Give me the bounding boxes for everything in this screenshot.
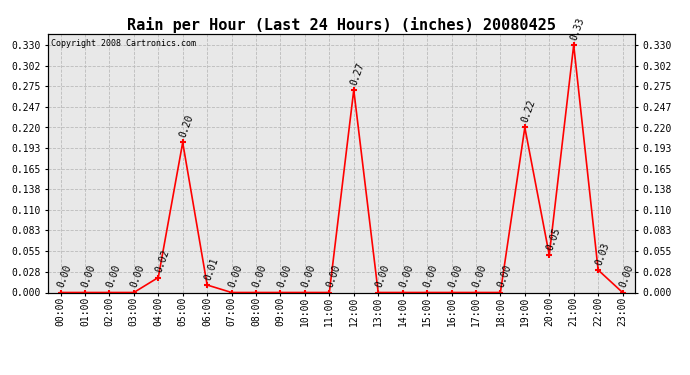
Text: 0.01: 0.01 <box>202 256 220 282</box>
Text: 0.00: 0.00 <box>251 264 268 289</box>
Text: 0.03: 0.03 <box>593 241 611 267</box>
Text: 0.00: 0.00 <box>80 264 98 289</box>
Text: 0.00: 0.00 <box>56 264 73 289</box>
Text: 0.00: 0.00 <box>129 264 146 289</box>
Text: 0.05: 0.05 <box>544 226 562 252</box>
Text: 0.00: 0.00 <box>324 264 342 289</box>
Text: 0.00: 0.00 <box>300 264 317 289</box>
Text: 0.00: 0.00 <box>105 264 122 289</box>
Text: 0.00: 0.00 <box>373 264 391 289</box>
Text: 0.00: 0.00 <box>447 264 464 289</box>
Text: 0.00: 0.00 <box>422 264 440 289</box>
Text: 0.20: 0.20 <box>178 114 195 139</box>
Text: 0.00: 0.00 <box>227 264 244 289</box>
Title: Rain per Hour (Last 24 Hours) (inches) 20080425: Rain per Hour (Last 24 Hours) (inches) 2… <box>127 16 556 33</box>
Text: 0.02: 0.02 <box>154 249 171 274</box>
Text: 0.33: 0.33 <box>569 16 586 42</box>
Text: 0.00: 0.00 <box>618 264 635 289</box>
Text: 0.00: 0.00 <box>398 264 415 289</box>
Text: 0.22: 0.22 <box>520 99 538 124</box>
Text: 0.27: 0.27 <box>349 61 366 87</box>
Text: 0.00: 0.00 <box>495 264 513 289</box>
Text: Copyright 2008 Cartronics.com: Copyright 2008 Cartronics.com <box>51 39 196 48</box>
Text: 0.00: 0.00 <box>471 264 489 289</box>
Text: 0.00: 0.00 <box>276 264 293 289</box>
